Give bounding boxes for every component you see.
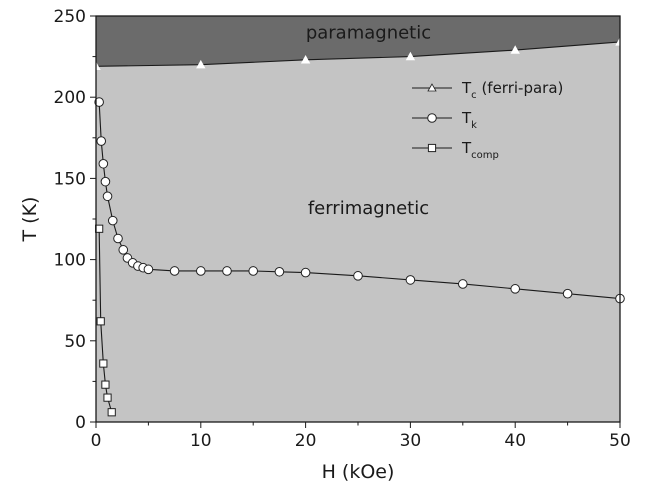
legend-label-Tk: Tk bbox=[461, 109, 477, 131]
region-labels: paramagnetic ferrimagnetic bbox=[306, 23, 431, 219]
axis-ticks: 0 10 20 30 40 50 0 50 100 150 200 250 bbox=[54, 7, 631, 451]
data-point-Tk-18 bbox=[300, 267, 311, 278]
y-axis-title: T (K) bbox=[19, 197, 41, 243]
y-tick-label-50: 50 bbox=[64, 332, 86, 352]
legend-label-Tc: Tc (ferri-para) bbox=[461, 79, 563, 101]
legend-marker-Tcomp bbox=[427, 143, 437, 153]
legend: Tc (ferri-para) Tk Tcomp bbox=[412, 79, 563, 161]
data-point-Tk-3 bbox=[100, 176, 111, 187]
region-label-paramagnetic: paramagnetic bbox=[306, 23, 431, 44]
data-point-Tk-4 bbox=[102, 191, 113, 202]
data-point-Tc-4 bbox=[510, 45, 520, 54]
data-point-Tk-21 bbox=[458, 279, 468, 289]
phase-regions bbox=[96, 16, 620, 422]
legend-marker-Tc bbox=[427, 83, 437, 92]
x-tick-label-20: 20 bbox=[295, 431, 317, 451]
x-tick-label-10: 10 bbox=[190, 431, 212, 451]
data-point-Tk-6 bbox=[113, 233, 123, 244]
data-point-Tk-20 bbox=[405, 275, 416, 285]
data-point-Tk-19 bbox=[353, 271, 363, 281]
data-point-Tcomp-1 bbox=[96, 317, 105, 326]
data-point-Tk-12 bbox=[143, 264, 154, 275]
paramagnetic-region bbox=[96, 16, 620, 67]
x-tick-label-30: 30 bbox=[400, 431, 422, 451]
y-tick-label-150: 150 bbox=[54, 169, 86, 189]
region-label-ferrimagnetic: ferrimagnetic bbox=[308, 198, 429, 219]
legend-marker-Tk bbox=[427, 113, 437, 123]
data-point-Tk-7 bbox=[118, 245, 129, 255]
data-point-Tcomp-2 bbox=[99, 359, 108, 368]
data-point-Tc-2 bbox=[300, 55, 311, 64]
x-axis-title: H (kOe) bbox=[322, 461, 395, 483]
series-line-Tc bbox=[96, 41, 620, 67]
y-tick-label-100: 100 bbox=[54, 251, 86, 271]
series-layer bbox=[91, 37, 625, 417]
data-point-Tk-14 bbox=[196, 266, 206, 276]
y-tick-label-250: 250 bbox=[54, 7, 86, 27]
data-point-Tk-17 bbox=[274, 266, 285, 277]
x-tick-label-40: 40 bbox=[504, 431, 526, 451]
x-tick-label-0: 0 bbox=[91, 431, 102, 451]
data-point-Tcomp-3 bbox=[101, 380, 110, 389]
data-point-Tk-23 bbox=[562, 288, 573, 299]
data-point-Tc-3 bbox=[405, 51, 416, 61]
data-point-Tk-2 bbox=[98, 158, 109, 169]
data-point-Tcomp-5 bbox=[107, 408, 116, 417]
data-point-Tk-0 bbox=[94, 97, 104, 107]
legend-label-Tcomp: Tcomp bbox=[461, 139, 499, 161]
x-tick-label-50: 50 bbox=[609, 431, 631, 451]
data-point-Tk-15 bbox=[222, 266, 232, 276]
ferrimagnetic-region bbox=[96, 16, 620, 422]
data-point-Tk-16 bbox=[248, 266, 258, 276]
y-tick-label-200: 200 bbox=[54, 88, 86, 108]
data-point-Tcomp-4 bbox=[103, 393, 112, 402]
data-point-Tk-13 bbox=[169, 266, 180, 276]
data-point-Tc-1 bbox=[196, 59, 206, 69]
data-point-Tk-5 bbox=[107, 215, 118, 226]
data-point-Tk-1 bbox=[96, 136, 107, 146]
data-point-Tk-22 bbox=[510, 284, 521, 294]
y-tick-label-0: 0 bbox=[75, 413, 86, 433]
